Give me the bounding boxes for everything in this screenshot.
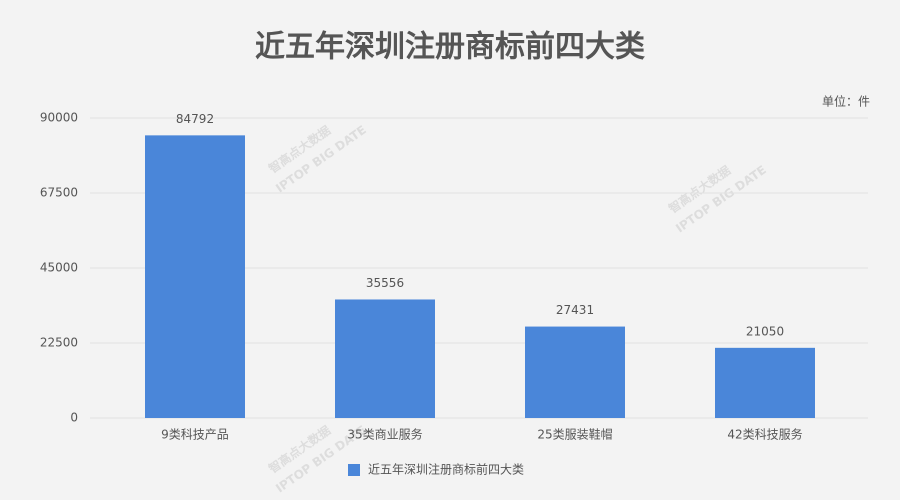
x-tick-label: 9类科技产品 [161,428,229,442]
bar [145,135,245,419]
x-tick-label: 35类商业服务 [347,427,422,442]
legend-label: 近五年深圳注册商标前四大类 [368,462,524,477]
value-label: 21050 [746,324,784,338]
x-tick-label: 25类服装鞋帽 [537,427,612,442]
unit-label: 单位：件 [822,94,870,109]
y-tick-label: 90000 [40,111,78,125]
y-tick-label: 45000 [40,261,78,275]
legend-swatch [348,464,360,476]
chart-title: 近五年深圳注册商标前四大类 [255,30,645,65]
bar [335,299,435,418]
y-tick-label: 0 [70,411,78,425]
y-tick-label: 22500 [40,336,78,350]
value-label: 27431 [556,303,594,317]
y-tick-label: 67500 [40,186,78,200]
value-label: 84792 [176,112,214,126]
x-tick-label: 42类科技服务 [727,427,802,442]
value-label: 35556 [366,276,404,290]
bar [715,347,815,418]
bar [525,326,625,418]
